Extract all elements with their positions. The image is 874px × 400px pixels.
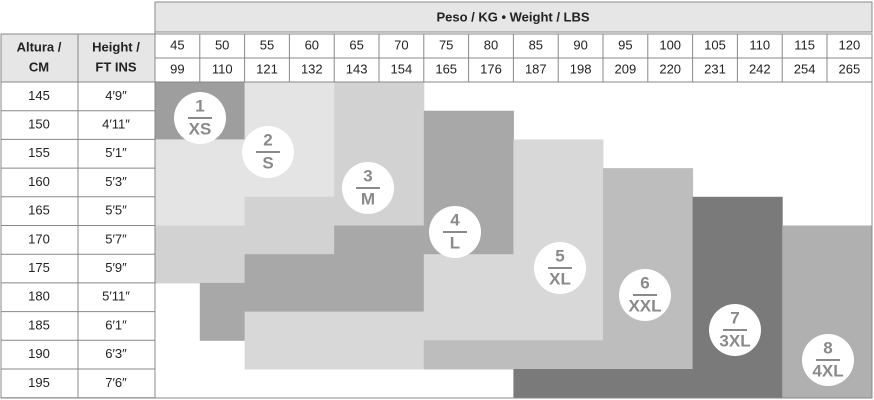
ftin-label: 5′11″: [102, 289, 130, 304]
cm-label: 150: [28, 116, 50, 131]
kg-label: 85: [529, 37, 543, 52]
kg-label: 65: [349, 37, 363, 52]
size-region: [244, 340, 425, 370]
size-label: XL: [549, 269, 571, 288]
size-region: [155, 225, 335, 255]
ftin-label: 5′5″: [105, 203, 127, 218]
size-region: [244, 254, 425, 284]
size-region: [423, 340, 604, 370]
size-number: 5: [555, 246, 564, 265]
kg-label: 100: [659, 37, 681, 52]
ftin-label: 5′7″: [105, 231, 127, 246]
lbs-label: 154: [391, 61, 413, 76]
size-label: M: [361, 189, 375, 208]
kg-label: 75: [439, 37, 453, 52]
lbs-label: 121: [256, 61, 278, 76]
ftin-label: 4′11″: [102, 116, 130, 131]
lbs-label: 254: [794, 61, 816, 76]
cm-label: 165: [28, 203, 50, 218]
ftin-label: 4′9″: [105, 88, 127, 103]
lbs-label: 110: [212, 61, 233, 76]
size-label: XXL: [628, 296, 661, 315]
size-number: 4: [450, 210, 460, 229]
size-region: [513, 139, 604, 341]
body-border: [0, 81, 873, 399]
lbs-label: 143: [346, 61, 368, 76]
kg-label: 45: [170, 37, 184, 52]
cm-label: 175: [28, 260, 50, 275]
kg-label: 55: [260, 37, 274, 52]
lbs-label: 242: [749, 61, 771, 76]
size-label: L: [450, 233, 460, 252]
cm-label: 155: [28, 145, 50, 160]
lbs-label: 176: [480, 61, 502, 76]
size-region: [603, 168, 694, 370]
kg-label: 70: [394, 37, 408, 52]
size-number: 3: [363, 166, 372, 185]
size-label: 4XL: [812, 361, 843, 380]
size-label: S: [262, 153, 273, 172]
kg-label: 120: [839, 37, 861, 52]
lbs-label: 231: [704, 61, 726, 76]
kg-label: 115: [794, 37, 815, 52]
cm-label: 185: [28, 317, 50, 332]
column-header: CM: [29, 59, 49, 74]
lbs-label: 198: [570, 61, 592, 76]
kg-label: 95: [618, 37, 632, 52]
kg-label: 60: [305, 37, 319, 52]
size-region: [423, 254, 514, 341]
header-title: Peso / KG • Weight / LBS: [436, 9, 589, 24]
column-header: Height /: [92, 39, 140, 54]
size-label: XS: [189, 119, 212, 138]
size-region: [199, 282, 425, 313]
lbs-label: 209: [615, 61, 637, 76]
ftin-label: 6′3″: [105, 346, 127, 361]
cm-label: 180: [28, 289, 50, 304]
ftin-label: 7′6″: [105, 375, 127, 390]
size-number: 7: [730, 308, 739, 327]
cm-label: 195: [28, 375, 50, 390]
ftin-label: 5′3″: [105, 174, 127, 189]
cm-label: 190: [28, 346, 50, 361]
cm-label: 160: [28, 174, 50, 189]
ftin-label: 5′9″: [105, 260, 127, 275]
ftin-label: 6′1″: [105, 317, 127, 332]
kg-label: 105: [704, 37, 726, 52]
size-region: [155, 139, 246, 226]
lbs-label: 187: [525, 61, 547, 76]
cm-label: 170: [28, 231, 50, 246]
kg-label: 90: [573, 37, 587, 52]
size-region: [692, 196, 783, 399]
column-header: FT INS: [95, 59, 136, 74]
size-region: [155, 254, 246, 284]
lbs-label: 132: [301, 61, 323, 76]
size-number: 1: [195, 96, 204, 115]
cm-label: 145: [28, 88, 50, 103]
size-region: [244, 311, 425, 341]
size-number: 2: [263, 130, 272, 149]
lbs-label: 165: [435, 61, 457, 76]
lbs-label: 99: [170, 61, 184, 76]
kg-label: 110: [749, 37, 770, 52]
size-region: [334, 225, 425, 255]
column-header: Altura /: [17, 39, 62, 54]
kg-label: 80: [484, 37, 498, 52]
size-number: 8: [823, 338, 832, 357]
lbs-label: 220: [659, 61, 681, 76]
lbs-label: 265: [839, 61, 861, 76]
size-region: [513, 369, 694, 399]
ftin-label: 5′1″: [105, 145, 127, 160]
size-label: 3XL: [719, 331, 750, 350]
size-number: 6: [640, 273, 649, 292]
size-region: [244, 196, 335, 226]
size-region: [199, 311, 246, 341]
kg-label: 50: [215, 37, 229, 52]
